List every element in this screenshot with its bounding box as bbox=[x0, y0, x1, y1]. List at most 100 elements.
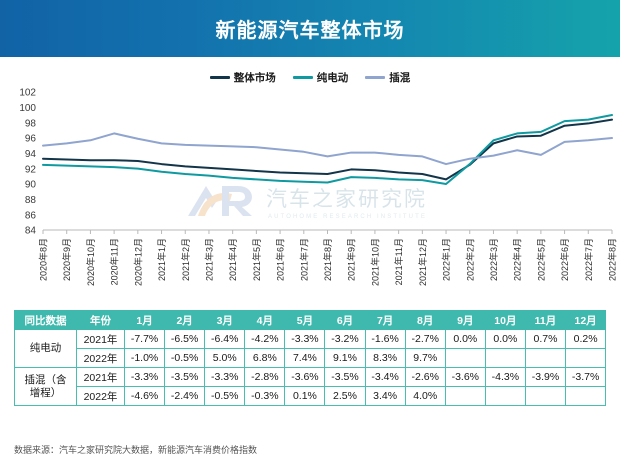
table-row: 2022年 -4.6% -2.4% -0.5% -0.3% 0.1% 2.5% 3.4% 4.0… bbox=[15, 386, 607, 406]
x-axis-tick-label: 2022年4月 bbox=[512, 238, 523, 281]
table-cell-value: 4.0% bbox=[404, 386, 446, 406]
table-cell-value: -3.3% bbox=[284, 329, 326, 349]
y-axis-tick-label: 102 bbox=[19, 88, 36, 99]
x-axis-tick-label: 2021年3月 bbox=[203, 238, 214, 281]
table-cell-value: 0.7% bbox=[524, 329, 567, 349]
x-axis-tick-label: 2020年8月 bbox=[38, 238, 49, 281]
table-row-category: 纯电动 bbox=[14, 329, 77, 368]
table-cell-empty bbox=[565, 386, 607, 406]
table-cell-value: 2.5% bbox=[324, 386, 366, 406]
table-body: 纯电动 2021年 -7.7% -6.5% -6.4% -4.2% -3.3% -3.2% -1… bbox=[14, 329, 607, 406]
table-cell-empty bbox=[484, 348, 526, 368]
y-axis-tick-label: 86 bbox=[25, 210, 37, 221]
table-cell-year: 2021年 bbox=[76, 329, 125, 349]
x-axis-tick-label: 2022年2月 bbox=[464, 238, 475, 281]
data-table: 同比数据 年份 1月 2月 3月 4月 5月 6月 7月 8月 9月 10月 11月 12月 纯电动 202… bbox=[14, 310, 607, 406]
table-cell-value: -3.5% bbox=[164, 367, 206, 387]
table-cell-value: 0.0% bbox=[484, 329, 526, 349]
series-line-1 bbox=[42, 114, 613, 185]
table-cell-value: -3.4% bbox=[364, 367, 406, 387]
data-table-wrap: 同比数据 年份 1月 2月 3月 4月 5月 6月 7月 8月 9月 10月 11月 12月 纯电动 202… bbox=[14, 310, 607, 406]
y-axis-tick-label: 100 bbox=[19, 103, 36, 114]
x-axis-label-group: 2021年9月 bbox=[346, 238, 357, 281]
series-line-0 bbox=[42, 118, 613, 181]
x-axis-tick-label: 2022年7月 bbox=[583, 238, 594, 281]
y-axis-tick-label: 98 bbox=[25, 118, 37, 129]
x-axis-tick-label: 2021年7月 bbox=[298, 238, 309, 281]
table-header-row: 同比数据 年份 1月 2月 3月 4月 5月 6月 7月 8月 9月 10月 11月 12月 bbox=[14, 310, 607, 330]
table-cell-empty bbox=[444, 386, 486, 406]
chart-svg: 84 86 88 90 92 94 96 98 100 102 2020年8月 2020年9月 2020… bbox=[19, 88, 618, 286]
table-row-category: 插混（含 增程） bbox=[14, 367, 77, 406]
table-col-header-0: 同比数据 bbox=[14, 310, 77, 330]
x-axis-tick-label: 2021年12月 bbox=[417, 238, 428, 286]
table-cell-value: -3.3% bbox=[123, 367, 166, 387]
x-axis-tick-label: 2021年9月 bbox=[346, 238, 357, 281]
table-cell-value: -0.3% bbox=[244, 386, 286, 406]
y-axis-tick-label: 96 bbox=[25, 134, 37, 145]
table-cell-value: -3.6% bbox=[284, 367, 326, 387]
x-axis-tick-label: 2021年10月 bbox=[369, 238, 380, 286]
x-axis-tick-label: 2021年6月 bbox=[275, 238, 286, 281]
table-col-header-10: 9月 bbox=[444, 310, 486, 330]
table-cell-value: -3.7% bbox=[565, 367, 607, 387]
x-axis-label-group: 2021年8月 bbox=[322, 238, 333, 281]
chart-legend: 整体市场 纯电动 插混 bbox=[0, 70, 620, 85]
table-cell-value: -3.9% bbox=[524, 367, 567, 387]
table-cell-value: -2.8% bbox=[244, 367, 286, 387]
table-col-header-11: 10月 bbox=[484, 310, 526, 330]
x-axis-label-group: 2021年10月 bbox=[369, 238, 380, 286]
x-axis-tick-label: 2022年1月 bbox=[441, 238, 452, 281]
table-col-header-3: 2月 bbox=[164, 310, 206, 330]
table-cell-empty bbox=[524, 386, 567, 406]
table-col-header-6: 5月 bbox=[284, 310, 326, 330]
table-cell-value: 8.3% bbox=[364, 348, 406, 368]
x-axis-label-group: 2022年7月 bbox=[583, 238, 594, 281]
table-col-header-5: 4月 bbox=[244, 310, 286, 330]
table-col-header-7: 6月 bbox=[324, 310, 366, 330]
legend-label-phev: 插混 bbox=[389, 72, 411, 84]
x-axis-tick-label: 2021年1月 bbox=[156, 238, 167, 281]
table-cell-value: -1.0% bbox=[123, 348, 166, 368]
table-cell-year: 2022年 bbox=[76, 386, 125, 406]
table-col-header-9: 8月 bbox=[404, 310, 446, 330]
source-note: 数据来源：汽车之家研究院大数据，新能源汽车消费价格指数 bbox=[14, 445, 258, 455]
x-axis-label-group: 2021年6月 bbox=[275, 238, 286, 281]
x-axis-tick-label: 2020年10月 bbox=[85, 238, 96, 286]
x-axis-tick-label: 2021年11月 bbox=[393, 238, 404, 285]
table-cell-value: -3.2% bbox=[324, 329, 366, 349]
table-cell-empty bbox=[565, 348, 607, 368]
x-axis-label-group: 2022年5月 bbox=[535, 238, 546, 281]
x-axis-tick-label: 2021年4月 bbox=[227, 238, 238, 281]
legend-item-phev: 插混 bbox=[365, 70, 410, 85]
x-axis-tick-label: 2020年12月 bbox=[132, 238, 143, 286]
table-row: 插混（含 增程） 2021年 -3.3% -3.5% -3.3% -2.8% -3.6% -3.… bbox=[14, 367, 607, 406]
legend-label-overall: 整体市场 bbox=[233, 72, 276, 84]
table-cell-value: -3.3% bbox=[204, 367, 246, 387]
x-axis-label-group: 2021年11月 bbox=[393, 238, 404, 285]
x-axis-tick-label: 2020年11月 bbox=[109, 238, 120, 285]
table-row: 纯电动 2021年 -7.7% -6.5% -6.4% -4.2% -3.3% -3.2% -1… bbox=[14, 329, 607, 368]
x-axis-label-group: 2021年3月 bbox=[203, 238, 214, 281]
table-col-header-1: 年份 bbox=[76, 310, 125, 330]
x-axis-label-group: 2020年8月 bbox=[38, 238, 49, 281]
table-cell-value: -3.6% bbox=[444, 367, 486, 387]
x-axis-label-group: 2021年1月 bbox=[156, 238, 167, 281]
table-cell-value: 9.7% bbox=[404, 348, 446, 368]
table-cell-value: 6.8% bbox=[244, 348, 286, 368]
x-axis-tick-label: 2022年8月 bbox=[607, 238, 618, 281]
table-cell-value: -0.5% bbox=[164, 348, 206, 368]
table-cell-value: 3.4% bbox=[364, 386, 406, 406]
x-axis-label-group: 2021年12月 bbox=[417, 238, 428, 286]
x-axis-tick-label: 2022年3月 bbox=[488, 238, 499, 281]
x-axis-label-group: 2022年6月 bbox=[559, 238, 570, 281]
table-cell-value: -4.6% bbox=[123, 386, 166, 406]
table-cell-value: 7.4% bbox=[284, 348, 326, 368]
table-col-header-8: 7月 bbox=[364, 310, 406, 330]
table-cell-value: -2.4% bbox=[164, 386, 206, 406]
legend-swatch-overall bbox=[209, 76, 230, 79]
page-title: 新能源汽车整体市场 bbox=[215, 20, 405, 42]
x-axis-label-group: 2020年11月 bbox=[109, 238, 120, 285]
x-axis-tick-label: 2020年9月 bbox=[61, 238, 72, 281]
